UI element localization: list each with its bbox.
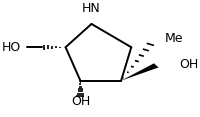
- Text: Me: Me: [164, 32, 182, 45]
- Text: HN: HN: [82, 2, 100, 15]
- Polygon shape: [120, 63, 158, 81]
- Text: OH: OH: [70, 95, 90, 108]
- Text: HO: HO: [2, 41, 21, 54]
- Text: OH: OH: [179, 58, 198, 71]
